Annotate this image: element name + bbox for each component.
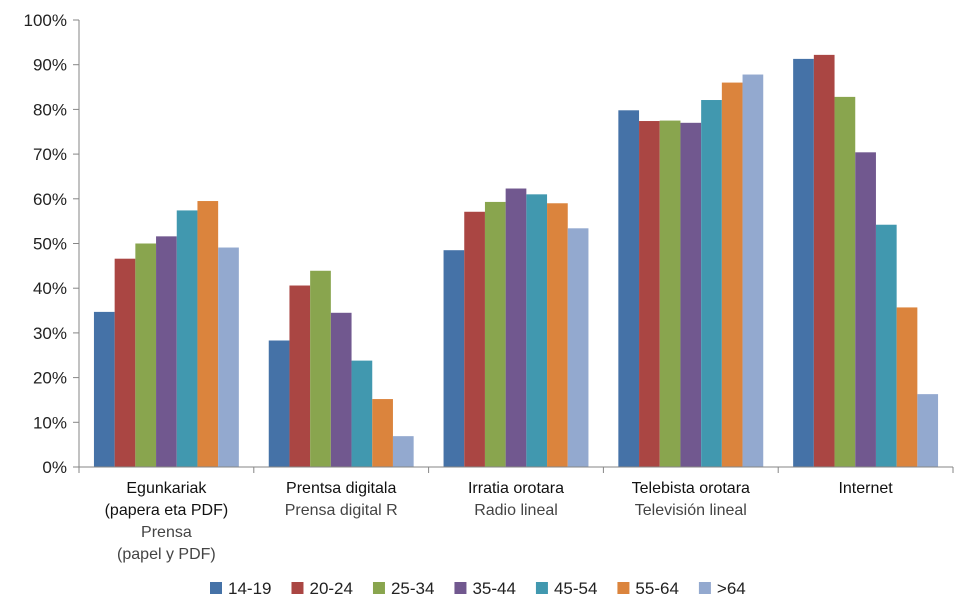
bar [721,82,743,467]
bar [505,188,527,468]
legend-label: >64 [717,579,746,598]
bar [392,436,414,467]
bar [310,270,331,467]
bar [484,201,506,467]
category-label: (papera eta PDF) [105,502,229,519]
category-sublabel: Prensa [141,524,192,541]
x-axis: Egunkariak (papera eta PDF) Prensa (papel y… [78,466,954,563]
legend-swatch [535,582,548,594]
category-sublabel: Radio lineal [474,502,558,519]
legend-swatch [372,582,385,594]
y-tick-label: 50% [33,235,67,254]
legend-label: 20-24 [309,579,352,598]
bar [834,96,856,467]
bar [218,247,239,467]
bar [135,243,157,467]
category-sublabel: Televisión lineal [635,502,747,519]
legend-swatch [617,582,630,594]
bar [330,312,352,467]
y-tick-label: 60% [33,190,67,209]
bar [639,121,660,467]
bar [176,210,198,467]
legend-swatch [210,582,222,594]
bar [268,340,290,467]
bar [547,203,568,467]
bars [93,54,939,468]
category-label: Internet [838,480,893,497]
category-sublabel: (papel y PDF) [117,546,216,563]
bar [875,224,897,467]
bar [813,54,835,468]
bar [289,285,311,467]
legend-label: 35-44 [472,579,515,598]
category-label: Irratia orotara [468,480,564,497]
y-tick-label: 80% [33,100,67,119]
bar [156,236,177,467]
bar [855,152,876,467]
bar [917,394,939,467]
category-sublabel: Prensa digital R [285,502,398,519]
legend-swatch [454,582,467,594]
legend-swatch [698,582,711,594]
bar [896,307,918,467]
y-tick-label: 90% [33,56,67,75]
legend-label: 14-19 [228,579,271,598]
y-axis: 0% 10% 20% 30% 40% 50% 60% 70% 80% 90% 100% [24,11,80,477]
y-tick-label: 100% [24,11,67,30]
bar [372,399,393,467]
bar [659,120,681,467]
category-label: Prentsa digitala [286,480,396,497]
category-label: Telebista orotara [632,480,750,497]
legend: 14-19 20-24 25-34 35-44 45-54 55-64 >64 [210,579,746,598]
bar [464,211,485,467]
bar [93,311,115,467]
y-tick-label: 40% [33,279,67,298]
legend-swatch [291,582,304,594]
bar [793,58,814,467]
bar [526,194,548,467]
category-label: Egunkariak [126,480,207,497]
y-tick-label: 20% [33,369,67,388]
bar [443,250,465,467]
legend-label: 25-34 [391,579,434,598]
bar [680,122,702,467]
bar [618,110,640,467]
bar [197,201,219,467]
y-tick-label: 30% [33,324,67,343]
y-tick-label: 70% [33,145,67,164]
bar [701,100,722,467]
legend-label: 55-64 [635,579,678,598]
bar [567,228,589,467]
y-tick-label: 0% [42,458,67,477]
bar [742,74,764,467]
bar [114,258,136,467]
y-tick-label: 10% [33,413,67,432]
legend-label: 45-54 [554,579,597,598]
bar [351,360,373,467]
